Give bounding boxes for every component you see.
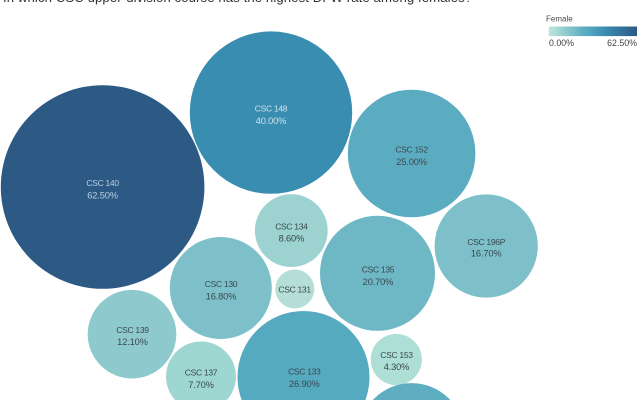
- svg-text:25.00%: 25.00%: [396, 157, 427, 167]
- svg-text:0.00%: 0.00%: [549, 38, 574, 48]
- svg-text:CSC 153: CSC 153: [380, 350, 413, 360]
- svg-text:CSC 148: CSC 148: [255, 104, 288, 114]
- svg-text:16.70%: 16.70%: [471, 249, 502, 259]
- svg-text:26.90%: 26.90%: [289, 379, 320, 389]
- svg-text:20.70%: 20.70%: [363, 277, 394, 287]
- svg-text:8.60%: 8.60%: [279, 233, 305, 243]
- svg-text:12.10%: 12.10%: [117, 337, 148, 347]
- svg-text:7.70%: 7.70%: [188, 380, 214, 390]
- svg-text:CSC 134: CSC 134: [275, 222, 308, 232]
- svg-text:CSC 196P: CSC 196P: [467, 237, 505, 247]
- svg-text:CSC 139: CSC 139: [116, 325, 149, 335]
- svg-text:62.50%: 62.50%: [607, 38, 637, 48]
- svg-text:CSC 140: CSC 140: [86, 178, 119, 188]
- svg-text:62.50%: 62.50%: [87, 191, 118, 201]
- svg-text:CSC 135: CSC 135: [362, 265, 395, 275]
- svg-text:4.30%: 4.30%: [384, 362, 410, 372]
- svg-text:Female: Female: [546, 15, 573, 24]
- svg-text:CSC 133: CSC 133: [288, 367, 321, 377]
- svg-text:CSC 152: CSC 152: [395, 145, 428, 155]
- svg-text:40.00%: 40.00%: [256, 116, 287, 126]
- svg-text:CSC 137: CSC 137: [185, 368, 218, 378]
- svg-text:CSC 130: CSC 130: [205, 279, 238, 289]
- svg-text:16.80%: 16.80%: [206, 292, 237, 302]
- svg-text:In which CSC upper-division co: In which CSC upper-division course has t…: [3, 0, 472, 5]
- svg-text:CSC 131: CSC 131: [278, 284, 311, 294]
